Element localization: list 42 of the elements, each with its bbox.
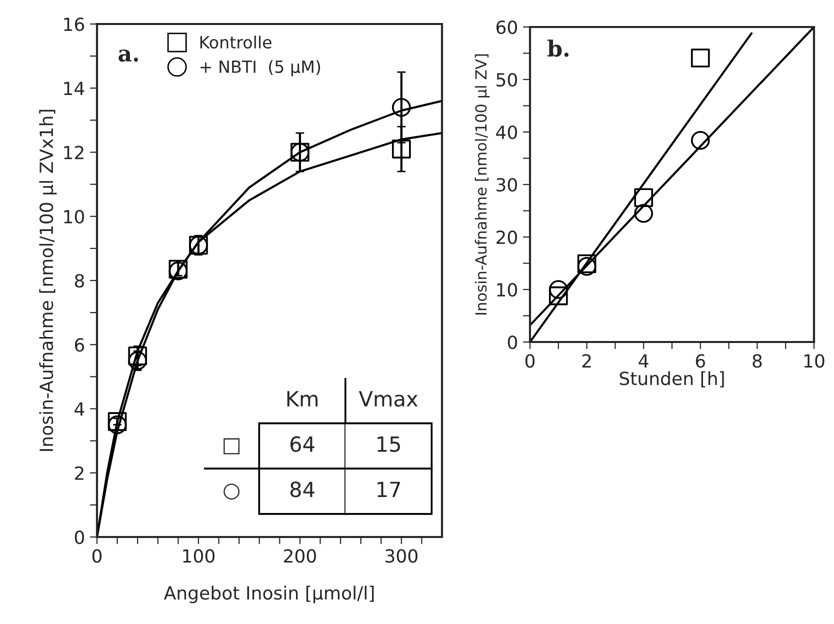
y-tick-label: 6 [74, 338, 84, 352]
chart-title: b. [548, 40, 569, 57]
y-tick-label: 50 [496, 72, 517, 87]
annotation: 15 [378, 436, 400, 452]
x-axis-title: Stunden [h] [620, 371, 724, 388]
legend-label: + NBTI (5 µM) [200, 60, 320, 76]
y-tick-label: 20 [496, 230, 517, 244]
annotation: □ [224, 438, 240, 454]
x-axis-title: Angebot Inosin [µmol/l] [164, 586, 374, 604]
legend-label: Kontrolle [200, 36, 272, 49]
annotation: Km [287, 391, 318, 406]
y-tick-label: 40 [496, 125, 517, 140]
y-tick-label: 14 [64, 82, 84, 95]
y-tick-label: 10 [497, 282, 517, 297]
annotation: 84 [290, 482, 314, 498]
x-tick-label: 0 [525, 354, 535, 368]
y-tick-label: 12 [64, 146, 84, 160]
x-tick-label: 10 [804, 354, 824, 368]
x-tick-label: 300 [386, 549, 418, 563]
y-tick-label: 2 [75, 466, 84, 480]
x-tick-label: 100 [183, 549, 215, 563]
annotation: 64 [290, 436, 314, 452]
annotation: Vmax [358, 391, 418, 407]
annotation: ○ [224, 484, 240, 500]
x-tick-label: 4 [638, 354, 648, 368]
x-tick-label: 0 [92, 549, 102, 563]
text: a. [118, 50, 138, 62]
y-tick-label: 16 [64, 17, 84, 32]
y-axis-title: Inosin-Aufnahme [nmol/100 µl ZVx1h] [39, 110, 57, 451]
y-tick-label: 60 [496, 20, 517, 34]
y-tick-label: 8 [74, 274, 84, 288]
y-tick-label: 0 [508, 335, 517, 350]
y-tick-label: 4 [74, 402, 84, 416]
y-tick-label: 30 [496, 178, 517, 192]
x-tick-label: 8 [752, 354, 762, 368]
annotation: 17 [378, 482, 400, 498]
y-tick-label: 10 [64, 210, 84, 224]
y-axis-title: Inosin-Aufnahme [nmol/100 µl ZV] [474, 54, 490, 314]
x-tick-label: 6 [696, 354, 706, 368]
x-tick-label: 2 [582, 354, 591, 368]
y-tick-label: 0 [74, 530, 84, 544]
x-tick-label: 200 [284, 549, 316, 563]
